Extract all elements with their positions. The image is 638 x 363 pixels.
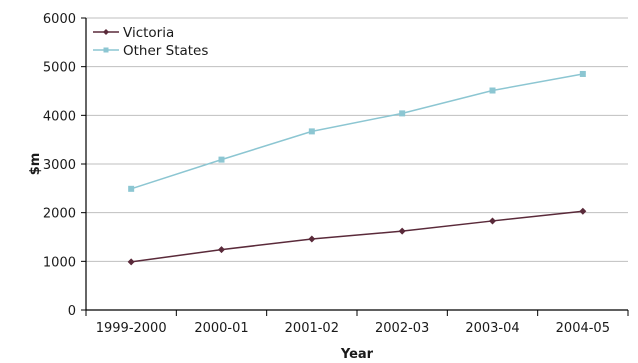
y-tick-label: 6000 [43,12,76,27]
data-point [489,217,496,225]
data-point [398,227,406,235]
x-tick-label: 1999-2000 [96,321,167,336]
x-tick-label: 2004-05 [556,321,610,336]
legend-label: Other States [123,43,208,59]
series-line [130,73,583,190]
x-axis-label: Year [340,347,374,362]
y-tick-label: 3000 [43,158,76,173]
x-tick-label: 2003-04 [465,321,519,336]
y-tick-label: 1000 [43,255,76,270]
y-tick-label: 4000 [43,109,76,124]
series-victoria [127,207,587,266]
axes [81,17,629,316]
series-line [131,210,583,263]
data-point [489,87,496,94]
x-tick-label: 2002-03 [375,321,429,336]
y-tick-label: 2000 [43,207,76,222]
y-axis-label: $m [28,153,43,176]
data-point [128,185,135,192]
y-tick-label: 0 [68,304,76,319]
x-tick-label: 2001-02 [285,321,339,336]
data-point [399,110,406,117]
x-tick-labels: 1999-2000 2000-01 2001-02 2002-03 2003-04 200… [96,321,610,336]
data-point [218,246,225,254]
legend-item: Other States [93,43,208,59]
y-tick-label: 5000 [43,61,76,76]
data-point [579,207,587,215]
legend: Victoria Other States [93,25,208,59]
data-point [127,258,135,266]
data-point [218,156,225,163]
data-point [308,235,316,243]
legend-item: Victoria [93,25,174,41]
series-other-states [128,70,586,192]
grid-lines [86,17,628,262]
data-point [579,70,586,77]
x-tick-label: 2000-01 [194,321,248,336]
legend-marker [103,47,109,53]
legend-marker [103,29,109,35]
y-tick-labels: 0 1000 2000 3000 4000 5000 6000 [43,12,76,319]
data-series [127,70,587,266]
data-point [308,128,315,135]
legend-label: Victoria [123,25,174,41]
